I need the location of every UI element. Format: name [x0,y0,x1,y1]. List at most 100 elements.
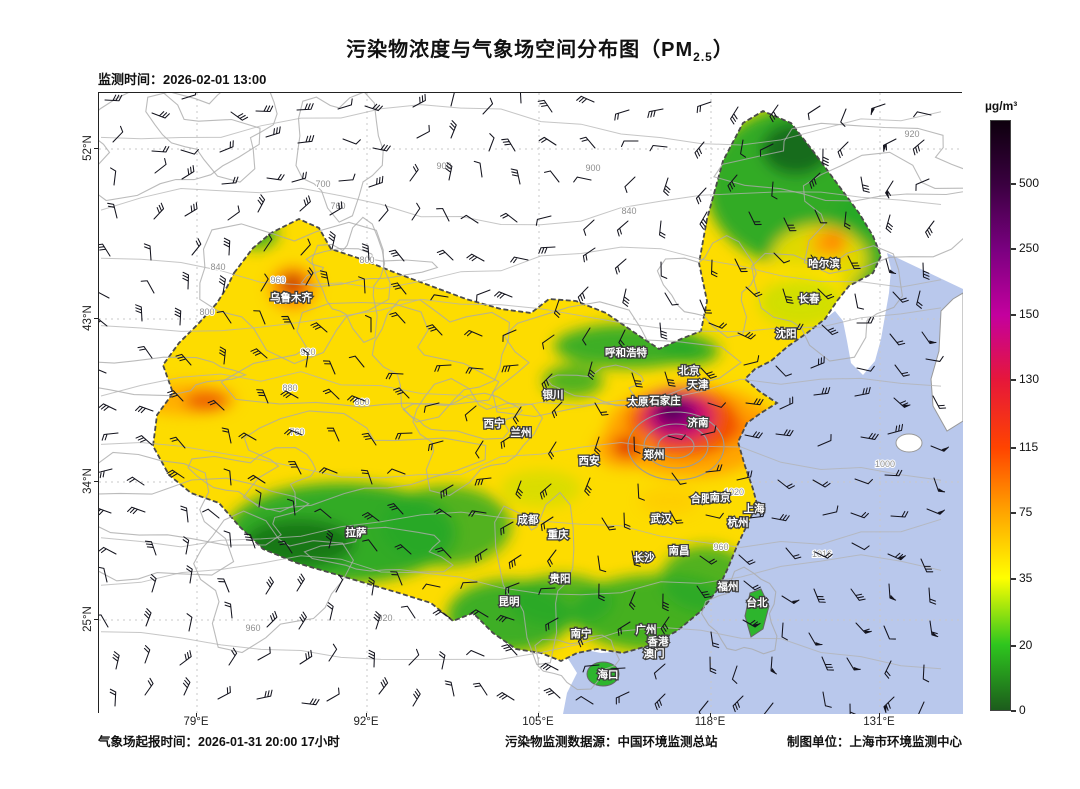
city-label: 南昌 [669,544,690,557]
wind-barb [851,542,870,551]
wind-barb [151,111,170,119]
wind-barb [547,549,557,568]
wind-barb [535,215,552,226]
wind-barb [291,171,307,183]
wind-barb [99,367,107,374]
wind-barb [663,177,671,196]
wind-barb [577,630,589,648]
wind-barb [361,432,377,446]
colorbar-tick-label: 250 [1019,241,1040,255]
city-label: 昆明 [499,596,520,608]
wind-barb [812,479,831,488]
wind-barb [238,432,257,441]
pm25-blob [823,233,843,249]
wind-barb [847,255,861,270]
wind-barb [855,622,872,634]
wind-barb [885,258,897,275]
wind-barb [659,322,668,340]
wind-barb [707,402,726,408]
wind-barb [409,163,419,182]
wind-barb [186,565,193,584]
wind-barb [582,247,596,263]
wind-barb [223,237,231,256]
wind-barb [915,178,930,192]
wind-barb [608,667,626,675]
wind-barb [912,139,925,156]
wind-barb [182,536,190,555]
wind-barb [698,700,709,714]
wind-barb [390,282,407,295]
wind-barb [219,140,234,153]
wind-barb [191,238,202,256]
colorbar-tick-mark [1011,578,1016,580]
wind-barb [624,176,636,193]
wind-barb [364,103,383,112]
wind-barb [368,577,375,596]
wind-barb [107,202,118,219]
wind-barb [256,689,273,700]
wind-barb [844,211,851,230]
wind-barb [179,650,192,666]
wind-barb [814,551,833,559]
wind-barb [432,609,451,619]
wind-barb [247,474,266,484]
wind-barb [699,211,708,230]
wind-barb [821,656,835,671]
wind-barb [135,405,154,414]
y-tick-label: 43°N [82,305,94,331]
wind-barb [620,140,639,148]
wind-barb [362,539,378,552]
wind-barb [785,547,802,560]
wind-barb [660,616,670,635]
wind-barb [856,316,875,324]
wind-barb [263,233,273,252]
wind-barb [576,95,595,104]
wind-barb [434,364,452,372]
wind-barb [358,276,366,294]
contour-label: 920 [904,129,919,139]
wind-barb [538,587,556,595]
pm25-blob [543,365,603,397]
wind-barb [925,220,935,239]
contour-label: 760 [289,427,304,437]
wind-barb [659,220,666,239]
wind-barb [140,280,155,294]
city-label: 海口 [598,668,619,681]
wind-barb [743,355,760,366]
wind-barb [597,555,607,573]
wind-barb [727,174,738,192]
wind-barb [781,595,800,604]
contour-label: 920 [300,347,315,357]
wind-barb [335,574,344,593]
wind-barb [700,425,717,436]
city-label: 呼和浩特 [605,346,647,359]
wind-barb [662,593,669,612]
wind-barb [182,271,190,290]
wind-barb [296,573,305,592]
wind-barb [174,307,182,326]
wind-barb [99,403,117,411]
wind-barb [460,214,479,224]
x-tick-label: 118°E [694,716,726,728]
x-tick-mark [366,713,367,717]
wind-barb [846,657,861,671]
wind-barb [326,427,340,442]
wind-barb [474,477,492,486]
wind-barb [594,402,609,416]
wind-barb [763,702,774,714]
pm25-blob [613,437,641,457]
wind-barb [887,552,906,561]
pm25-blob [759,279,843,327]
wind-barb [810,254,826,267]
hainan-island [586,661,620,687]
wind-barb [514,93,522,104]
wind-barb [575,696,594,705]
wind-barb [510,256,529,264]
contour-label: 800 [199,307,214,317]
pm25-blob [284,276,298,288]
city-label: 重庆 [548,528,569,541]
wind-barb [782,288,794,304]
wind-barb [502,329,517,343]
